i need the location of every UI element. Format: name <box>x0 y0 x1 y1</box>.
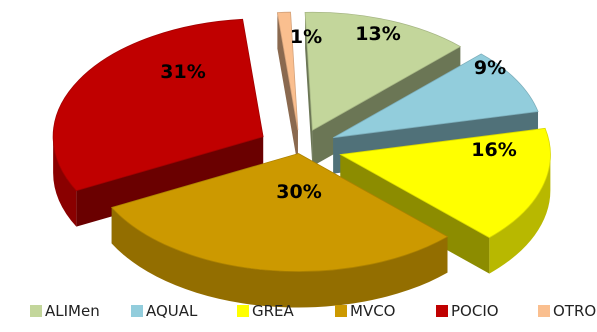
legend-label-aqual: AQUAL <box>146 302 198 320</box>
legend-entry-otros: OTROS <box>538 302 597 320</box>
legend-entry-mvco: MVCO <box>335 302 395 320</box>
data-label-mvco: 30% <box>276 181 321 203</box>
pie-slices <box>52 11 551 308</box>
slice-rim-mvco <box>111 207 448 308</box>
slice-top-pocio <box>52 18 264 192</box>
legend-label-pocio: POCIO <box>451 302 499 320</box>
slice-side-grea <box>340 154 490 274</box>
slice-top-mvco <box>110 153 449 272</box>
legend-label-mvco: MVCO <box>350 302 395 320</box>
legend-swatch-otros <box>538 305 550 317</box>
slice-mvco <box>110 153 449 308</box>
slice-side-otros <box>277 12 298 167</box>
legend-label-otros: OTROS <box>553 302 597 320</box>
legend-swatch-aqual <box>131 305 143 317</box>
legend-entry-alimen: ALIMen <box>30 302 100 320</box>
legend-entry-grea: GREA <box>237 302 295 320</box>
legend-entry-aqual: AQUAL <box>131 302 198 320</box>
slice-grea <box>339 127 551 274</box>
slice-side-alimen <box>305 12 313 167</box>
legend-swatch-grea <box>237 305 249 317</box>
legend-swatch-alimen <box>30 305 42 317</box>
slice-top-otros <box>276 11 299 131</box>
legend-label-grea: GREA <box>252 302 295 320</box>
slice-top-aqual <box>333 53 539 139</box>
legend-swatch-mvco <box>335 305 347 317</box>
slice-rim-grea <box>489 154 551 274</box>
legend-label-alimen: ALIMen <box>45 302 100 320</box>
slice-top-grea <box>339 127 551 239</box>
slice-otros <box>276 11 299 167</box>
data-label-otros: 1% <box>290 26 322 48</box>
legend: ALIMen AQUAL GREA MVCO POCIO OTROS <box>30 302 597 320</box>
data-label-alimen: 13% <box>355 23 400 45</box>
legend-entry-pocio: POCIO <box>436 302 499 320</box>
slice-rim-pocio <box>53 136 77 227</box>
legend-swatch-pocio <box>436 305 448 317</box>
slice-top-alimen <box>304 11 462 131</box>
data-label-grea: 16% <box>471 139 516 161</box>
data-labels: 13% 9% 16% 30% 31% 1% <box>160 23 516 203</box>
data-label-pocio: 31% <box>160 61 205 83</box>
data-label-aqual: 9% <box>474 57 506 79</box>
